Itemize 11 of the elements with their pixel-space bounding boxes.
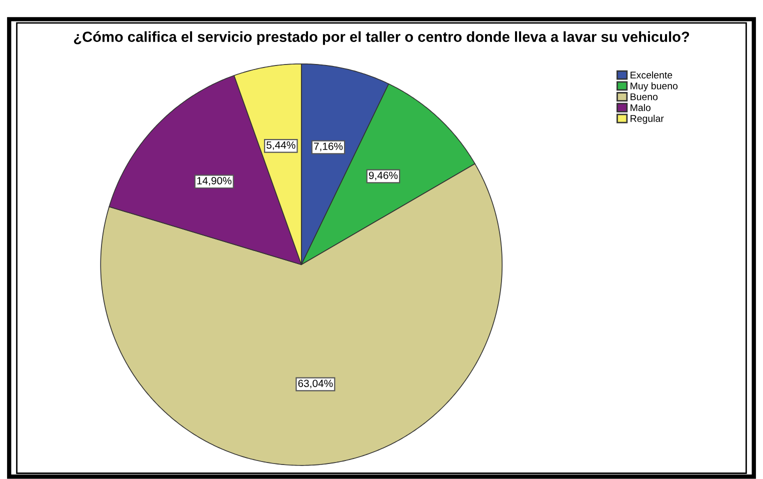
legend-label: Excelente xyxy=(630,71,672,79)
data-label: 7,16% xyxy=(314,142,343,152)
chart-title: ¿Cómo califica el servicio prestado por el taller o centro donde lleva a lavar su vehiculo? xyxy=(74,31,690,45)
data-label: 63,04% xyxy=(298,380,333,388)
data-label: 9,46% xyxy=(368,172,398,180)
data-label: 14,90% xyxy=(197,177,232,186)
legend-label: Regular xyxy=(630,114,664,124)
legend-label: Muy bueno xyxy=(630,82,678,92)
data-label: 5,44% xyxy=(266,141,296,150)
legend-label: Malo xyxy=(630,104,651,112)
legend-label: Bueno xyxy=(630,93,658,100)
